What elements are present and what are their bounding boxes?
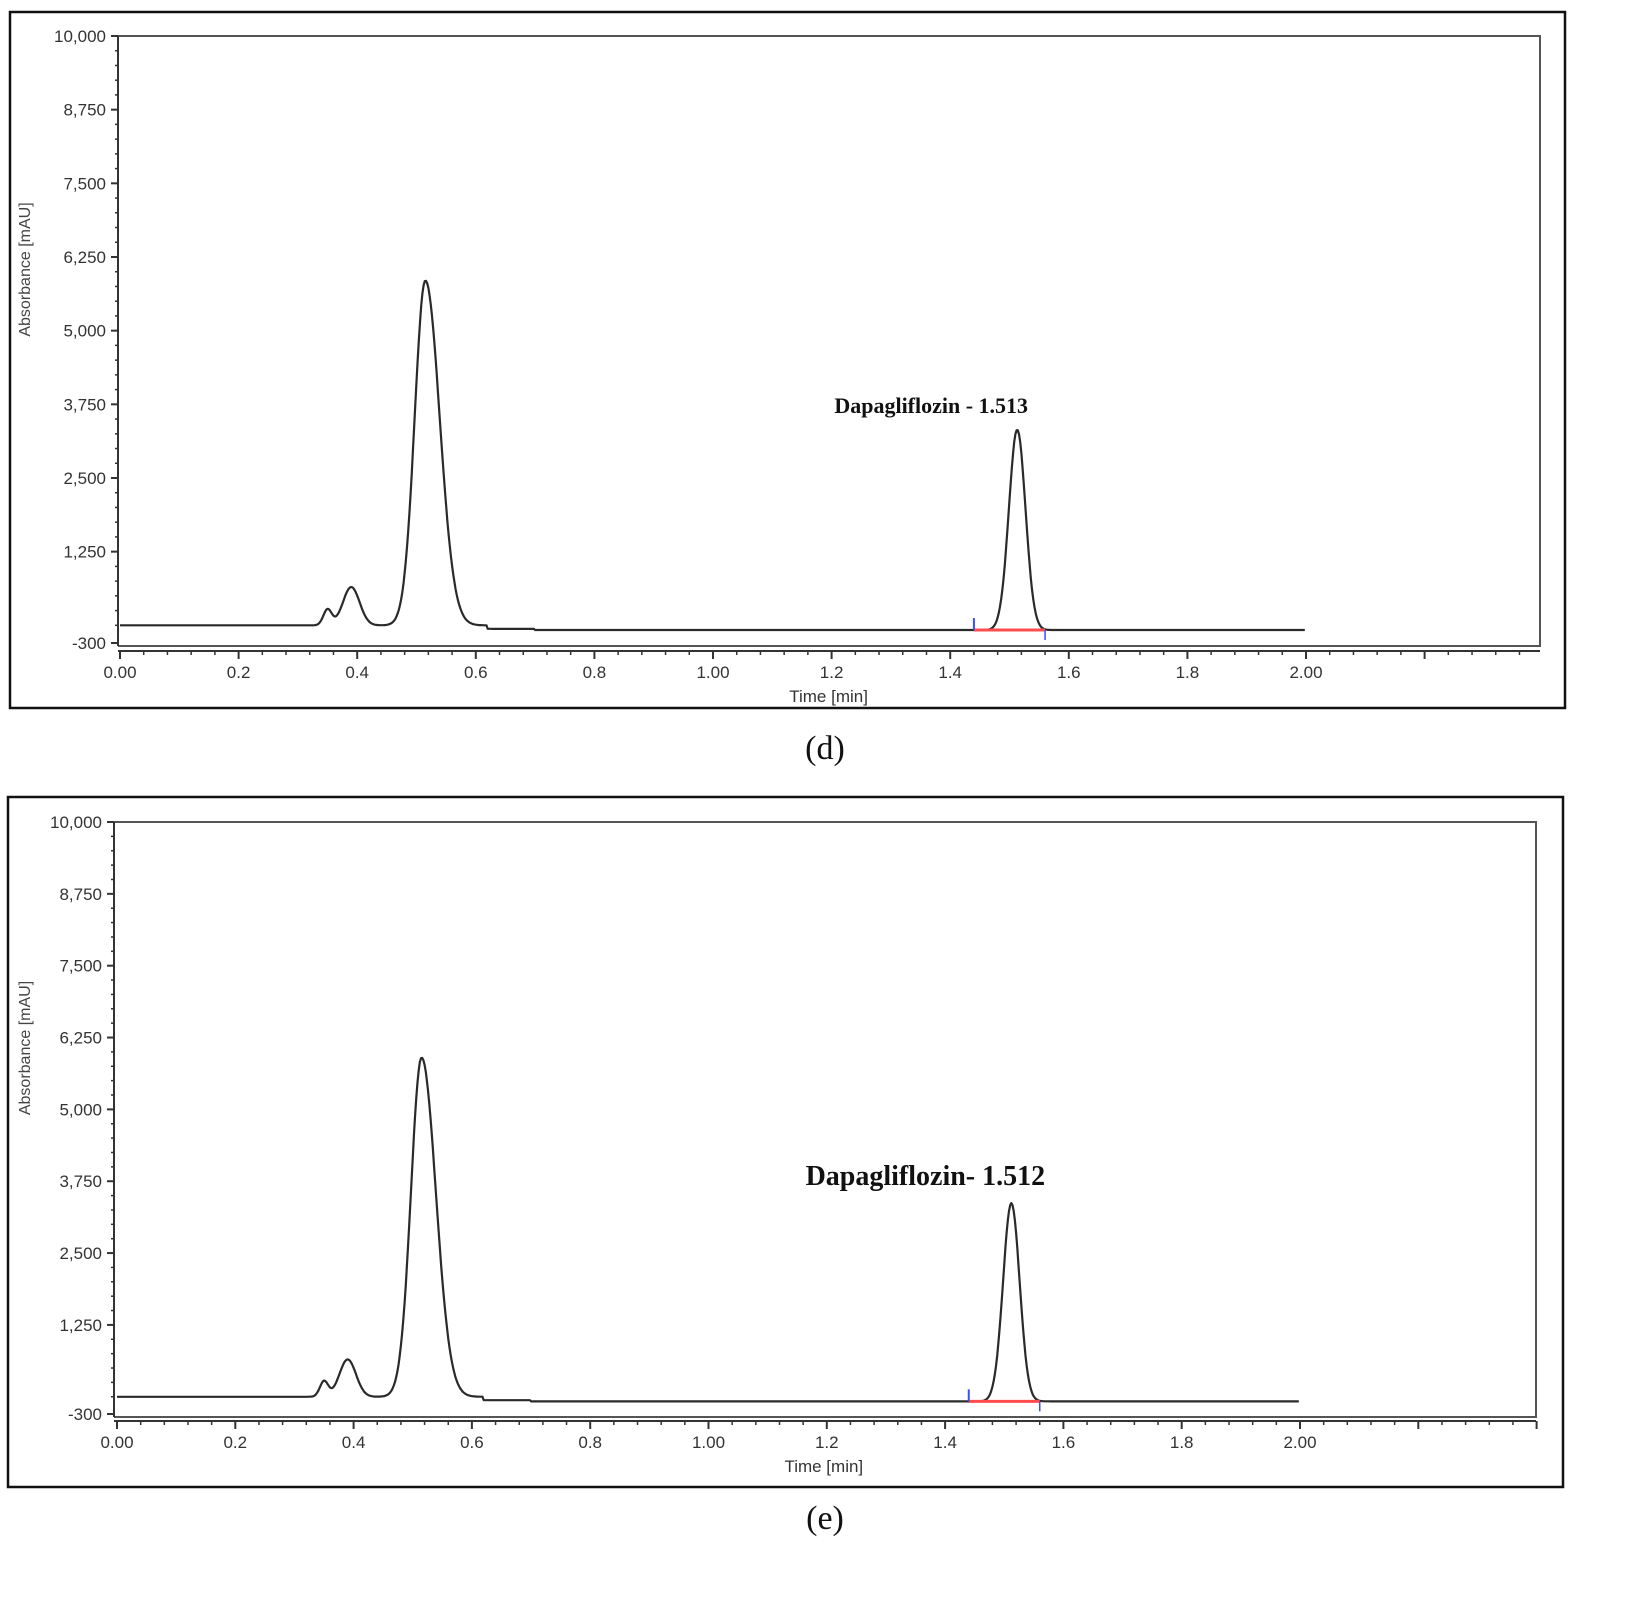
y-tick-label: 8,750 <box>59 885 102 904</box>
x-tick-label: 0.2 <box>223 1433 247 1452</box>
y-axis: -300 1,250 2,500 3,750 5,000 6,250 7,500 8,750 1… <box>17 813 115 1424</box>
y-tick-label: 3,750 <box>59 1172 102 1191</box>
x-tick-label: 1.4 <box>938 663 962 682</box>
chromatogram-panel-e: -300 1,250 2,500 3,750 5,000 6,250 7,500 8,750 1… <box>0 785 1650 1505</box>
x-tick-label: 0.8 <box>583 663 607 682</box>
y-tick-label: 1,250 <box>63 543 106 562</box>
x-tick-label: 1.00 <box>696 663 729 682</box>
chromatogram-trace <box>120 279 1305 632</box>
y-tick-label: 7,500 <box>63 174 106 193</box>
plot-border <box>118 35 1541 647</box>
peak-annotation-label: Dapagliflozin - 1.513 <box>834 393 1028 418</box>
x-tick-label: 1.00 <box>692 1433 725 1452</box>
x-tick-label: 0.00 <box>103 663 136 682</box>
chromatogram-panel-d: -300 1,250 2,500 3,750 5,000 6,250 7,500 8,750 1… <box>0 0 1650 780</box>
panel-caption-d: (d) <box>805 730 845 767</box>
x-axis: 0.00 0.2 0.4 0.6 0.8 1.00 1.2 1.4 1.6 1.8 2.00 Time… <box>100 1420 1538 1476</box>
x-tick-label: 0.00 <box>100 1433 133 1452</box>
x-tick-label: 1.6 <box>1052 1433 1076 1452</box>
x-tick-label: 0.4 <box>345 663 369 682</box>
x-tick-label: 0.2 <box>227 663 251 682</box>
y-tick-label: 10,000 <box>54 27 106 46</box>
y-tick-label: 2,500 <box>59 1244 102 1263</box>
chromatogram-trace <box>117 1056 1299 1403</box>
peak-annotation-label: Dapagliflozin- 1.512 <box>806 1161 1046 1192</box>
y-tick-label: 2,500 <box>63 469 106 488</box>
x-tick-label: 1.2 <box>815 1433 839 1452</box>
outer-frame <box>6 795 1565 1489</box>
y-tick-label: 1,250 <box>59 1316 102 1335</box>
x-axis-label: Time [min] <box>784 1457 863 1476</box>
x-tick-label: 1.8 <box>1176 663 1200 682</box>
y-tick-label: -300 <box>72 634 106 653</box>
y-tick-label: 10,000 <box>50 813 102 832</box>
x-tick-label: 0.4 <box>342 1433 366 1452</box>
chromatogram-plot-d: -300 1,250 2,500 3,750 5,000 6,250 7,500 8,750 1… <box>8 10 1567 710</box>
x-tick-label: 1.2 <box>820 663 844 682</box>
y-tick-label: -300 <box>68 1405 102 1424</box>
x-axis-label: Time [min] <box>789 687 868 706</box>
x-tick-label: 1.4 <box>933 1433 957 1452</box>
y-tick-label: 5,000 <box>59 1100 102 1119</box>
y-tick-label: 6,250 <box>63 248 106 267</box>
y-axis-label: Absorbance [mAU] <box>17 981 34 1115</box>
outer-frame <box>8 10 1567 710</box>
x-tick-label: 1.6 <box>1057 663 1081 682</box>
x-tick-label: 0.6 <box>460 1433 484 1452</box>
x-tick-label: 0.6 <box>464 663 488 682</box>
panel-caption-e: (e) <box>806 1500 844 1537</box>
y-tick-label: 7,500 <box>59 957 102 976</box>
x-tick-label: 2.00 <box>1289 663 1322 682</box>
x-tick-label: 2.00 <box>1283 1433 1316 1452</box>
plot-border <box>114 821 1537 1418</box>
x-axis: 0.00 0.2 0.4 0.6 0.8 1.00 1.2 1.4 1.6 1.8 2.00 Time… <box>103 650 1540 706</box>
y-tick-label: 3,750 <box>63 395 106 414</box>
y-axis: -300 1,250 2,500 3,750 5,000 6,250 7,500 8,750 1… <box>17 27 119 653</box>
y-axis-label: Absorbance [mAU] <box>17 202 34 336</box>
x-tick-label: 1.8 <box>1170 1433 1194 1452</box>
y-tick-label: 6,250 <box>59 1029 102 1048</box>
y-tick-label: 8,750 <box>63 101 106 120</box>
chromatogram-plot-e: -300 1,250 2,500 3,750 5,000 6,250 7,500 8,750 1… <box>6 795 1565 1489</box>
y-tick-label: 5,000 <box>63 322 106 341</box>
x-tick-label: 0.8 <box>578 1433 602 1452</box>
